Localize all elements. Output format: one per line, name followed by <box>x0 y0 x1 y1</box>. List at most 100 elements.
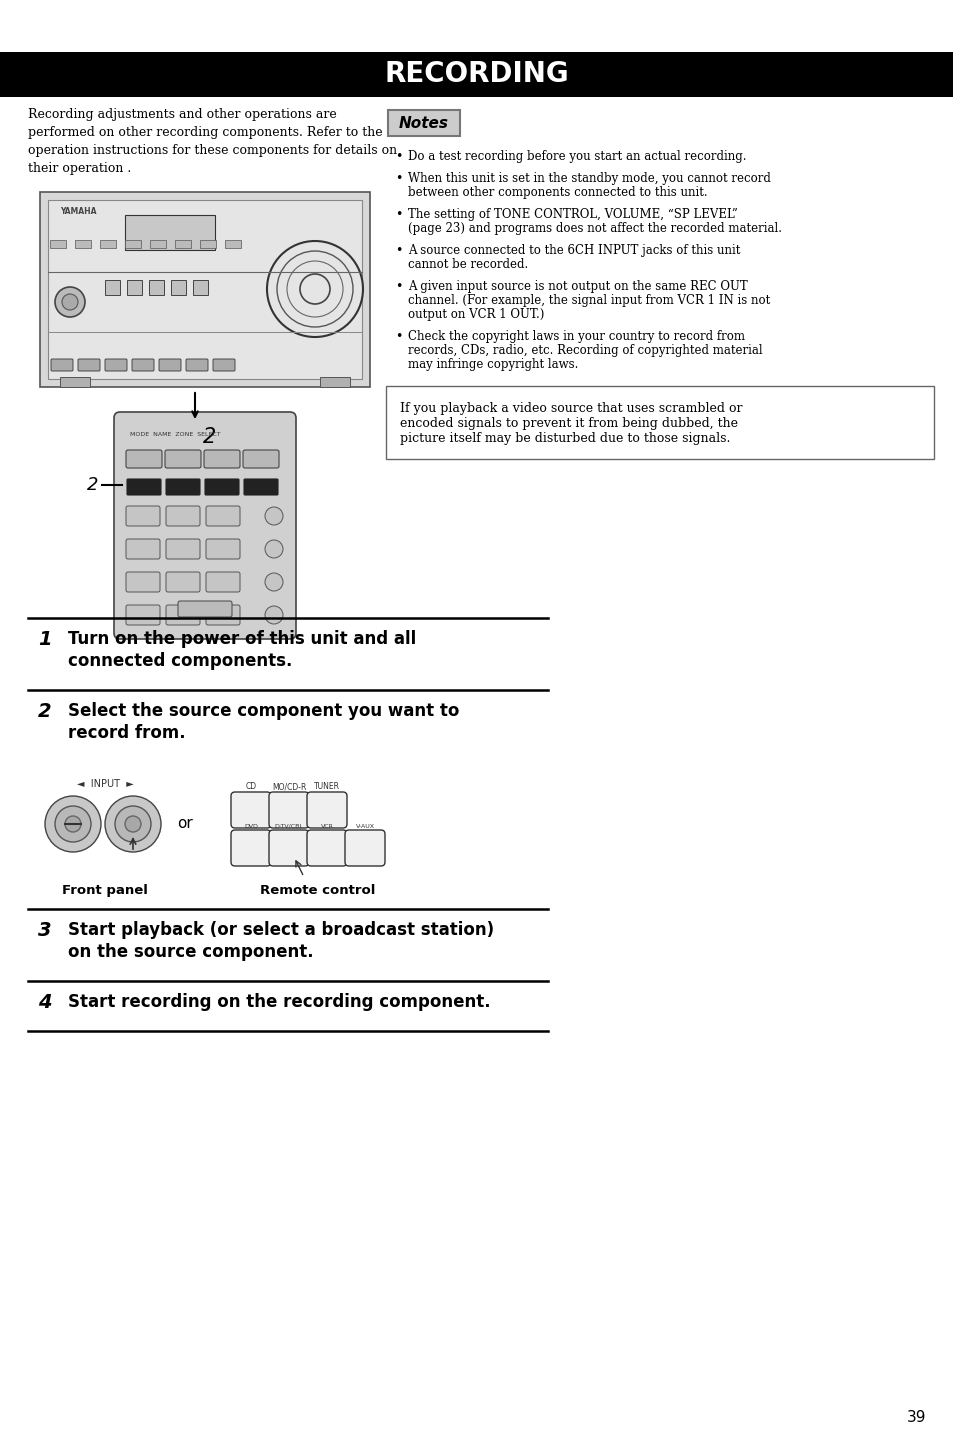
Text: Turn on the power of this unit and all: Turn on the power of this unit and all <box>68 629 416 648</box>
FancyBboxPatch shape <box>269 831 309 865</box>
Text: encoded signals to prevent it from being dubbed, the: encoded signals to prevent it from being… <box>399 417 738 430</box>
FancyBboxPatch shape <box>126 538 160 559</box>
Text: (page 23) and programs does not affect the recorded material.: (page 23) and programs does not affect t… <box>408 221 781 234</box>
Text: may infringe copyright laws.: may infringe copyright laws. <box>408 357 578 370</box>
Circle shape <box>265 540 283 559</box>
Text: Select the source component you want to: Select the source component you want to <box>68 702 459 721</box>
Bar <box>225 240 241 247</box>
Bar <box>50 240 66 247</box>
Text: CD: CD <box>245 781 256 792</box>
Bar <box>125 240 141 247</box>
FancyBboxPatch shape <box>126 450 162 467</box>
Text: Start recording on the recording component.: Start recording on the recording compone… <box>68 993 490 1011</box>
Text: cannot be recorded.: cannot be recorded. <box>408 258 528 271</box>
FancyBboxPatch shape <box>113 412 295 640</box>
Circle shape <box>62 294 78 310</box>
Circle shape <box>265 606 283 624</box>
FancyBboxPatch shape <box>386 386 933 459</box>
Text: The setting of TONE CONTROL, VOLUME, “SP LEVEL”: The setting of TONE CONTROL, VOLUME, “SP… <box>408 208 737 221</box>
FancyBboxPatch shape <box>307 831 347 865</box>
FancyBboxPatch shape <box>206 506 240 527</box>
Text: 2: 2 <box>38 702 51 721</box>
Bar <box>127 281 142 295</box>
FancyBboxPatch shape <box>178 601 232 616</box>
FancyBboxPatch shape <box>231 792 271 828</box>
FancyBboxPatch shape <box>243 450 278 467</box>
Bar <box>193 281 208 295</box>
FancyBboxPatch shape <box>166 506 200 527</box>
Text: connected components.: connected components. <box>68 653 292 670</box>
FancyBboxPatch shape <box>388 110 459 136</box>
Text: 2: 2 <box>203 427 216 447</box>
FancyBboxPatch shape <box>126 506 160 527</box>
Bar <box>319 378 350 386</box>
Text: picture itself may be disturbed due to those signals.: picture itself may be disturbed due to t… <box>399 433 730 446</box>
FancyBboxPatch shape <box>51 359 73 370</box>
FancyBboxPatch shape <box>244 479 277 495</box>
FancyBboxPatch shape <box>231 831 271 865</box>
FancyBboxPatch shape <box>166 572 200 592</box>
Text: between other components connected to this unit.: between other components connected to th… <box>408 187 707 200</box>
Text: RECORDING: RECORDING <box>384 61 569 88</box>
Bar <box>60 378 90 386</box>
Text: record from.: record from. <box>68 724 186 742</box>
Text: Remote control: Remote control <box>260 884 375 897</box>
Text: 1: 1 <box>38 629 51 650</box>
Bar <box>125 216 214 250</box>
FancyBboxPatch shape <box>206 538 240 559</box>
FancyBboxPatch shape <box>126 572 160 592</box>
FancyBboxPatch shape <box>159 359 181 370</box>
Text: A source connected to the 6CH INPUT jacks of this unit: A source connected to the 6CH INPUT jack… <box>408 245 740 258</box>
FancyBboxPatch shape <box>166 538 200 559</box>
Circle shape <box>45 796 101 852</box>
Text: 2: 2 <box>87 476 98 493</box>
Text: VCR: VCR <box>320 823 334 829</box>
Text: A given input source is not output on the same REC OUT: A given input source is not output on th… <box>408 281 747 292</box>
Bar <box>149 281 164 295</box>
FancyBboxPatch shape <box>126 605 160 625</box>
Text: If you playback a video source that uses scrambled or: If you playback a video source that uses… <box>399 402 741 415</box>
Text: 4: 4 <box>38 993 51 1011</box>
Text: DVD: DVD <box>244 823 257 829</box>
Text: •: • <box>395 281 402 292</box>
FancyBboxPatch shape <box>132 359 153 370</box>
Text: Recording adjustments and other operations are
performed on other recording comp: Recording adjustments and other operatio… <box>28 109 396 175</box>
Bar <box>150 240 166 247</box>
FancyBboxPatch shape <box>269 792 309 828</box>
Text: V-AUX: V-AUX <box>355 823 375 829</box>
Text: records, CDs, radio, etc. Recording of copyrighted material: records, CDs, radio, etc. Recording of c… <box>408 344 761 357</box>
FancyBboxPatch shape <box>213 359 234 370</box>
FancyBboxPatch shape <box>206 572 240 592</box>
Text: 39: 39 <box>905 1409 925 1425</box>
Text: Start playback (or select a broadcast station): Start playback (or select a broadcast st… <box>68 920 494 939</box>
FancyBboxPatch shape <box>78 359 100 370</box>
Circle shape <box>65 816 81 832</box>
FancyBboxPatch shape <box>166 605 200 625</box>
Circle shape <box>105 796 161 852</box>
Bar <box>100 240 116 247</box>
FancyBboxPatch shape <box>204 450 240 467</box>
Bar <box>105 281 120 295</box>
FancyBboxPatch shape <box>205 479 239 495</box>
FancyBboxPatch shape <box>166 479 200 495</box>
Text: •: • <box>395 208 402 221</box>
FancyBboxPatch shape <box>40 192 370 386</box>
Text: channel. (For example, the signal input from VCR 1 IN is not: channel. (For example, the signal input … <box>408 294 769 307</box>
Text: Notes: Notes <box>398 116 449 130</box>
Bar <box>0 52 953 97</box>
Text: •: • <box>395 150 402 164</box>
Text: When this unit is set in the standby mode, you cannot record: When this unit is set in the standby mod… <box>408 172 770 185</box>
Text: •: • <box>395 245 402 258</box>
Bar <box>200 240 215 247</box>
FancyBboxPatch shape <box>206 605 240 625</box>
Text: MODE  NAME  ZONE  SELECT: MODE NAME ZONE SELECT <box>130 433 220 437</box>
Text: ◄  INPUT  ►: ◄ INPUT ► <box>76 778 133 789</box>
Text: on the source component.: on the source component. <box>68 943 314 961</box>
Circle shape <box>265 573 283 590</box>
Text: D-TV/CBL: D-TV/CBL <box>274 823 303 829</box>
Text: •: • <box>395 172 402 185</box>
Text: MO/CD-R: MO/CD-R <box>272 781 306 792</box>
Text: •: • <box>395 330 402 343</box>
Bar <box>174 240 191 247</box>
Text: TUNER: TUNER <box>314 781 339 792</box>
